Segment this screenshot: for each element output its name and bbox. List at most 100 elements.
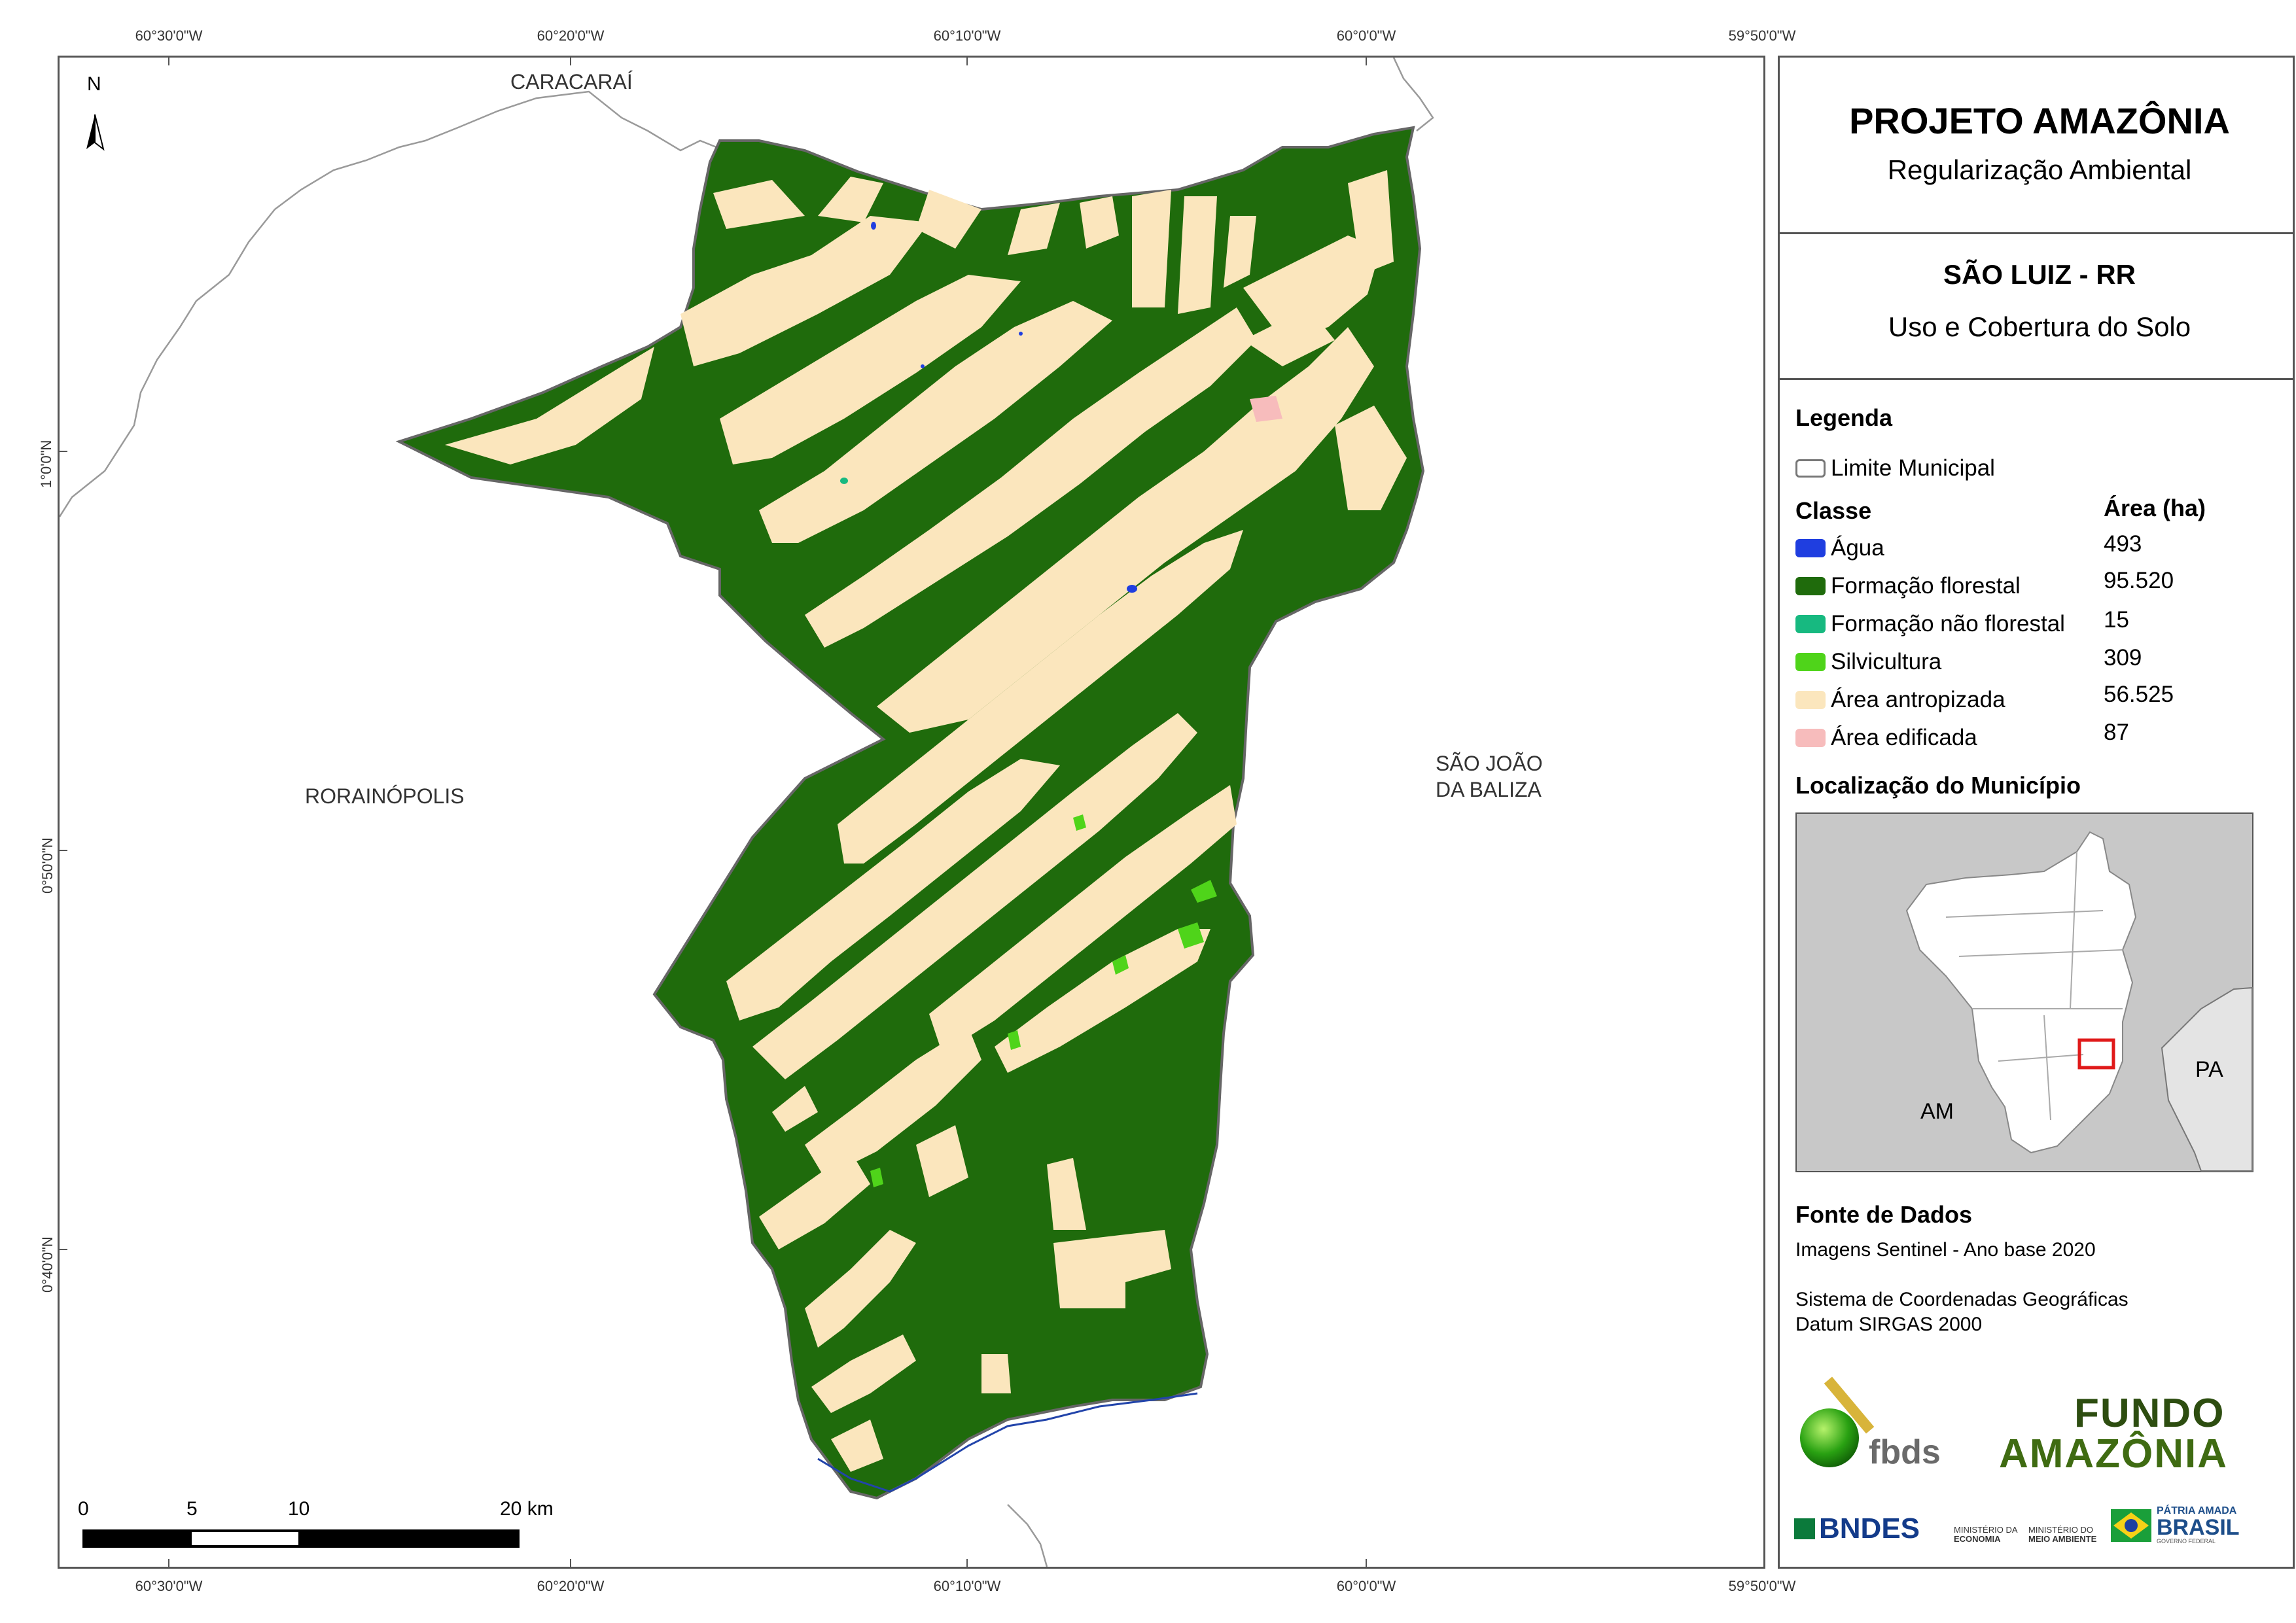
class-area: 87 [2104,720,2129,745]
bndes-logo-text: BNDES [1819,1512,1920,1544]
map-theme: Uso e Cobertura do Solo [1888,311,2191,342]
source-line-3: Datum SIRGAS 2000 [1795,1314,1983,1335]
area-header: Área (ha) [2104,495,2206,521]
ministry-environment-logo: MINISTÉRIO DO MEIO AMBIENTE [2028,1525,2097,1544]
coord-top-4: 60°0'0"W [1336,27,1396,44]
class-name: Formação não florestal [1831,611,2065,637]
inset-location-box [2077,1038,2115,1070]
info-panel [1778,56,2295,1569]
legend-class-silviculture: Silvicultura [1795,646,1941,678]
location-inset-map [1795,812,2253,1172]
boundary-swatch [1795,459,1826,478]
panel-divider-1 [1780,232,2293,234]
municipality-title: SÃO LUIZ - RR [1943,259,2136,290]
anthropized-swatch [1795,691,1826,709]
legend-class-anthropized: Área antropizada [1795,684,2005,716]
scale-bar [82,1529,520,1548]
patria-line3: GOVERNO FEDERAL [2157,1538,2216,1544]
non-forest-swatch [1795,615,1826,633]
project-subtitle: Regularização Ambiental [1887,154,2192,185]
ministry-economia-line1: MINISTÉRIO DA [1954,1525,2018,1535]
silviculture-areas [870,814,1217,1187]
legend-class-built: Área edificada [1795,722,1977,754]
patria-line2: BRASIL [2157,1515,2240,1540]
coord-bottom-1: 60°30'0"W [135,1578,203,1594]
inset-label-pa: PA [2195,1057,2223,1082]
inset-municipal-lines [1945,851,2123,1121]
scale-label-5: 5 [186,1498,198,1520]
project-title: PROJETO AMAZÔNIA [1849,100,2230,141]
ministry-environment-line2: MEIO AMBIENTE [2028,1534,2097,1544]
legend-class-non-forest: Formação não florestal [1795,608,2065,640]
legend-boundary: Limite Municipal [1795,453,1995,484]
fbds-logo-icon [1800,1376,1875,1467]
bndes-mark-icon [1794,1518,1815,1539]
patria-text: PÁTRIA AMADA BRASIL GOVERNO FEDERAL [2157,1506,2240,1544]
sao-joao-boundary-line [1392,58,1434,131]
coord-bottom-5: 59°50'0"W [1728,1578,1796,1594]
coord-top-3: 60°10'0"W [933,27,1001,44]
fbds-logo-text: fbds [1869,1433,1941,1471]
class-header: Classe [1795,497,1872,524]
patria-line1: PÁTRIA AMADA [2157,1505,2237,1516]
boundary-label: Limite Municipal [1831,455,1995,481]
water-swatch [1795,539,1826,557]
anthropized-areas [445,170,1407,1472]
source-line-2: Sistema de Coordenadas Geográficas [1795,1289,2128,1310]
fundo-logo-line1: FUNDO [2074,1391,2225,1436]
coord-bottom-4: 60°0'0"W [1336,1578,1396,1594]
scale-label-10: 10 [288,1498,310,1520]
map-canvas[interactable] [60,58,1763,1567]
coord-bottom-2: 60°20'0"W [537,1578,605,1594]
coord-bottom-3: 60°10'0"W [933,1578,1001,1594]
class-area: 56.525 [2104,682,2174,707]
legend-class-water: Água [1795,532,1884,564]
map-frame [58,56,1765,1569]
class-area: 95.520 [2104,568,2174,593]
class-name: Formação florestal [1831,573,2021,599]
panel-divider-2 [1780,378,2293,380]
fundo-logo-line2: AMAZÔNIA [1998,1431,2229,1476]
source-line-1: Imagens Sentinel - Ano base 2020 [1795,1239,2096,1261]
coord-left-2: 0°50'0"N [39,837,56,894]
caracarai-boundary-line [60,90,727,517]
class-name: Silvicultura [1831,649,1942,674]
source-title: Fonte de Dados [1795,1201,1973,1228]
class-area: 493 [2104,531,2142,557]
water-bodies [871,222,1137,593]
coord-top-1: 60°30'0"W [135,27,203,44]
ministry-environment-line1: MINISTÉRIO DO [2028,1525,2093,1535]
legend-title: Legenda [1795,404,1893,431]
bndes-logo: BNDES [1794,1512,1920,1545]
built-swatch [1795,729,1826,747]
class-area: 15 [2104,607,2129,633]
south-river-line [1007,1504,1048,1567]
ministry-economia-line2: ECONOMIA [1954,1534,2001,1544]
silviculture-swatch [1795,653,1826,671]
built-area [1250,396,1282,422]
class-area: 309 [2104,645,2142,671]
north-arrow-icon [86,114,105,151]
inset-label-am: AM [1920,1099,1954,1124]
coord-top-5: 59°50'0"W [1728,27,1796,44]
coord-left-3: 0°40'0"N [39,1236,56,1293]
pa-state [2161,986,2253,1172]
legend-class-forest: Formação florestal [1795,570,2021,602]
patria-amada-logo: PÁTRIA AMADA BRASIL GOVERNO FEDERAL [2111,1506,2240,1544]
location-title: Localização do Município [1795,772,2081,799]
coord-left-1: 1°0'0"N [38,440,54,488]
forest-swatch [1795,577,1826,595]
place-rorainopolis: RORAINÓPOLIS [305,784,465,808]
scale-label-20: 20 km [500,1498,554,1520]
brazil-flag-icon [2111,1509,2151,1542]
class-name: Área edificada [1831,725,1977,750]
place-sao-joao-line1: SÃO JOÃO [1436,752,1543,775]
place-caracarai: CARACARAÍ [510,70,633,94]
coord-top-2: 60°20'0"W [537,27,605,44]
place-sao-joao-line2: DA BALIZA [1436,778,1542,801]
class-name: Água [1831,535,1884,561]
river-line [817,1392,1198,1493]
graticule-ticks [60,58,1367,1567]
fundo-amazonia-logo: FUNDO AMAZÔNIA [1976,1393,2251,1475]
ministry-economia-logo: MINISTÉRIO DA ECONOMIA [1954,1525,2018,1544]
